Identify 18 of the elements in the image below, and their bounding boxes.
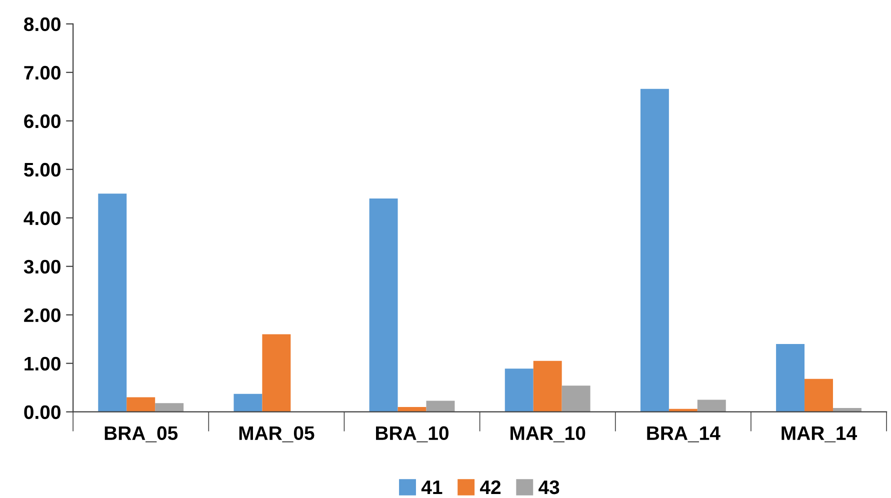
y-tick-label: 5.00 [24,162,60,177]
y-tick-label: 4.00 [24,211,60,226]
x-tick-label: BRA_10 [376,426,448,442]
x-tick-label: BRA_14 [647,426,720,442]
x-tick-label: MAR_10 [510,426,586,442]
legend-label: 43 [538,480,560,494]
y-tick-label: 1.00 [24,356,60,371]
legend-label: 42 [480,480,501,494]
y-tick-label: 0.00 [24,405,60,420]
x-tick-label: MAR_14 [782,426,858,442]
y-tick-label: 8.00 [24,17,60,32]
x-tick-label: MAR_05 [239,426,314,442]
y-tick-label: 6.00 [24,114,60,128]
x-tick-label: BRA_05 [104,426,178,442]
y-tick-label: 2.00 [24,308,60,322]
legend-label: 41 [421,480,442,494]
y-tick-label: 3.00 [24,260,60,274]
y-tick-label: 7.00 [24,66,60,80]
